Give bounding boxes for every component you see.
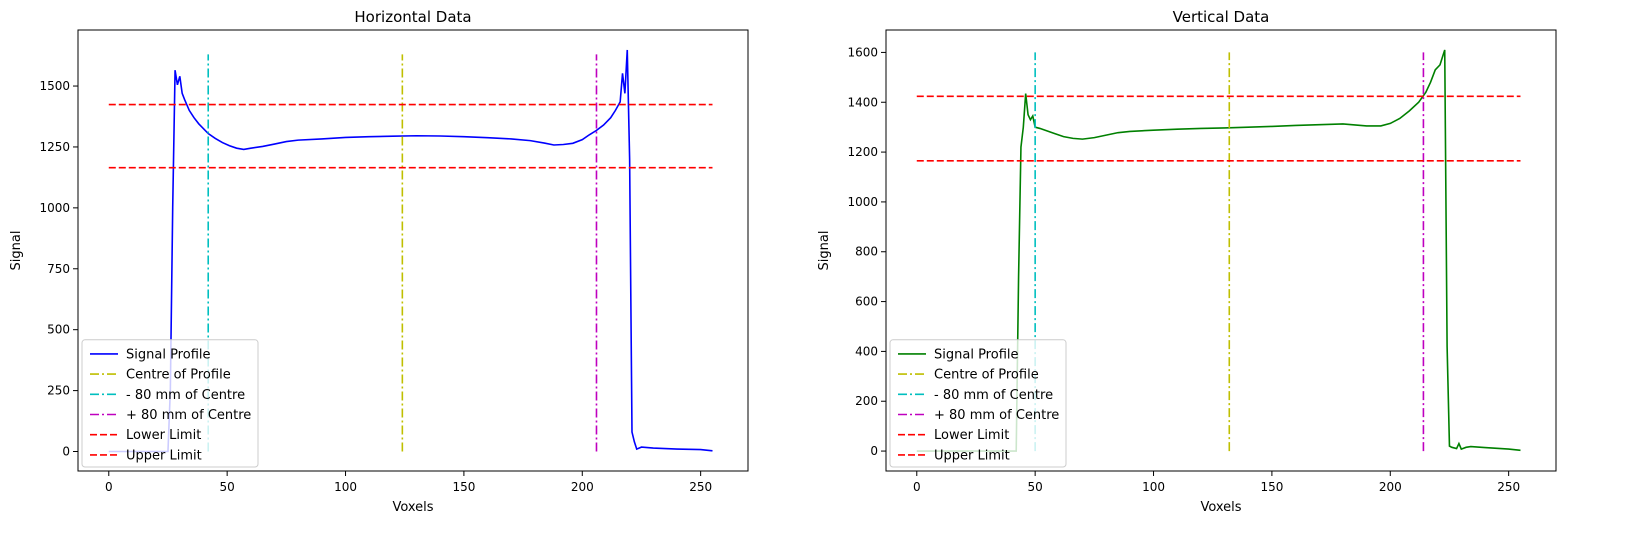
- x-tick-label: 100: [1142, 480, 1165, 494]
- legend: Signal Profile Centre of Profile - 80 mm o…: [889, 339, 1067, 468]
- y-axis-label: Signal: [817, 231, 832, 271]
- legend-frame: [889, 339, 1067, 468]
- x-axis-label: Voxels: [1200, 500, 1241, 515]
- legend-label: Centre of Profile: [126, 368, 231, 383]
- y-tick-label: 1600: [847, 45, 878, 59]
- x-tick-label: 150: [1260, 480, 1283, 494]
- legend-label: + 80 mm of Centre: [934, 408, 1059, 423]
- x-tick-label: 50: [220, 480, 235, 494]
- legend-label: Upper Limit: [934, 448, 1010, 463]
- x-tick-label: 200: [1379, 480, 1402, 494]
- legend-label: Lower Limit: [934, 428, 1009, 443]
- x-tick-label: 50: [1028, 480, 1043, 494]
- legend-label: + 80 mm of Centre: [126, 408, 251, 423]
- legend-label: Upper Limit: [126, 448, 202, 463]
- y-tick-label: 1000: [847, 195, 878, 209]
- chart-2: Vertical Data 0 50 100 150 200 250 0 200 400 600 80…: [817, 8, 1557, 515]
- x-tick-label: 100: [334, 480, 357, 494]
- y-tick-label: 1400: [847, 95, 878, 109]
- y-tick-label: 0: [870, 444, 878, 458]
- y-tick-label: 800: [855, 245, 878, 259]
- x-tick-label: 250: [689, 480, 712, 494]
- y-tick-label: 1200: [847, 145, 878, 159]
- y-tick-label: 200: [855, 394, 878, 408]
- legend-label: Lower Limit: [126, 428, 201, 443]
- axes-frame: [77, 29, 749, 472]
- y-tick-label: 500: [47, 323, 70, 337]
- x-tick-label: 150: [452, 480, 475, 494]
- x-tick-label: 0: [913, 480, 921, 494]
- x-axis-label: Voxels: [392, 500, 433, 515]
- y-tick-label: 750: [47, 262, 70, 276]
- x-tick-label: 0: [105, 480, 113, 494]
- plot-area: [108, 49, 713, 453]
- chart-1: Horizontal Data 0 50 100 150 200 250 0 250 500 750…: [9, 8, 749, 515]
- y-tick-label: 250: [47, 384, 70, 398]
- x-tick-label: 200: [571, 480, 594, 494]
- y-tick-label: 1500: [39, 79, 70, 93]
- axes-frame: [885, 29, 1557, 472]
- legend-label: - 80 mm of Centre: [934, 388, 1053, 403]
- y-axis-label: Signal: [9, 231, 24, 271]
- y-tick-label: 0: [62, 445, 70, 459]
- chart-title: Horizontal Data: [354, 8, 471, 26]
- plot-area: [916, 49, 1521, 452]
- x-tick-label: 250: [1497, 480, 1520, 494]
- y-tick-label: 1000: [39, 201, 70, 215]
- legend-frame: [81, 339, 259, 468]
- legend-label: - 80 mm of Centre: [126, 388, 245, 403]
- series-signal-profile: [916, 49, 1521, 452]
- y-tick-label: 400: [855, 344, 878, 358]
- legend: Signal Profile Centre of Profile - 80 mm o…: [81, 339, 259, 468]
- legend-label: Signal Profile: [934, 347, 1019, 362]
- legend-label: Signal Profile: [126, 347, 211, 362]
- y-tick-label: 600: [855, 295, 878, 309]
- legend-label: Centre of Profile: [934, 368, 1039, 383]
- series-signal-profile: [108, 49, 713, 453]
- y-tick-label: 1250: [39, 140, 70, 154]
- chart-title: Vertical Data: [1173, 8, 1270, 26]
